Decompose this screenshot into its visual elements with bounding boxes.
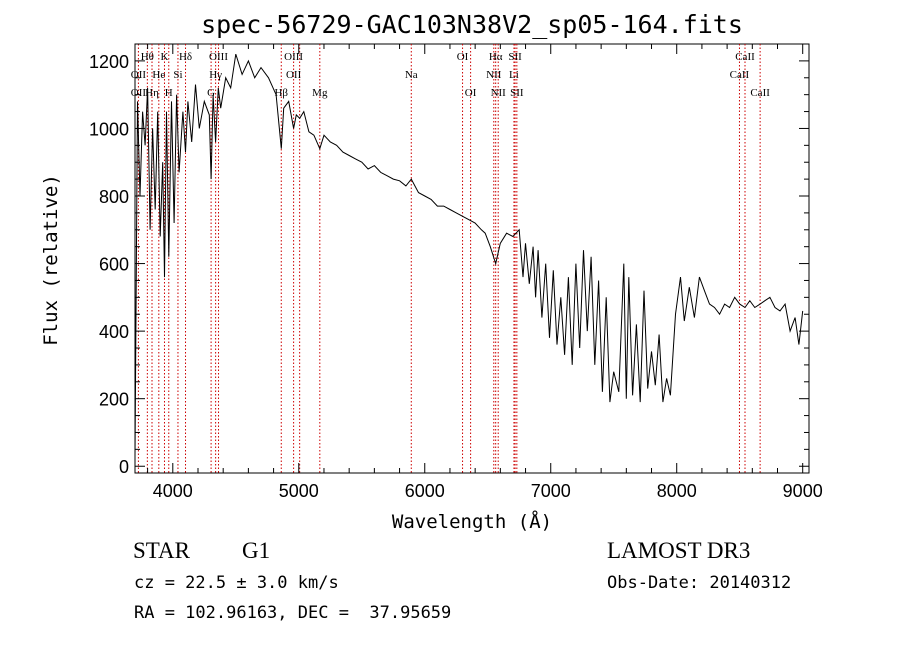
observation-date: Obs-Date: 20140312 [607,573,792,593]
chart-title: spec-56729-GAC103N38V2_sp05-164.fits [201,10,743,39]
marker-label: OI [465,87,477,99]
x-tick-label: 6000 [405,481,445,501]
x-axis-label: Wavelength (Å) [392,510,552,533]
redshift-velocity: cz = 22.5 ± 3.0 km/s [134,573,339,593]
y-axis-label: Flux (relative) [40,174,62,346]
marker-label: Mg [312,87,328,99]
object-subclass: G1 [242,538,271,563]
marker-label: Hα [489,51,503,63]
marker-label: Li [509,69,519,81]
x-tick-label: 7000 [531,481,571,501]
marker-label: OI [457,51,469,63]
y-tick-label: 400 [99,322,129,342]
plot-border [134,43,810,474]
coordinates: RA = 102.96163, DEC = 37.95659 [134,603,452,623]
x-tick-label: 5000 [279,481,319,501]
marker-label: Hδ [179,51,192,63]
spectrum-trace [134,53,804,457]
x-tick-label: 9000 [783,481,823,501]
marker-label: Hγ [209,69,222,81]
marker-label: CaII [750,87,770,99]
marker-label: Hβ [274,87,288,99]
y-tick-label: 0 [119,457,129,477]
spectral-line-markers [137,44,761,473]
marker-label: NII [491,87,507,99]
marker-label: Na [405,69,418,81]
marker-label: NII [486,69,502,81]
marker-label: He [152,69,165,81]
y-tick-label: 800 [99,187,129,207]
marker-label: OIII [284,51,303,63]
marker-label: G [207,87,215,99]
object-class: STAR [133,538,190,563]
marker-label: CaII [735,51,755,63]
marker-label: Si [173,69,182,81]
marker-label: SII [508,51,522,63]
x-tick-label: 4000 [153,481,193,501]
axis-ticks: 4000 5000 6000 7000 8000 9000 0 200 400 600 800 100… [89,43,823,501]
marker-label: OII [131,69,147,81]
spectral-line-labels: Hθ OII OII K Hδ OIII OIII OI Hα SII He Si Hγ OII Na NII… [131,51,770,99]
marker-label: Hθ [141,51,154,63]
y-tick-label: 200 [99,390,129,410]
marker-label: OII [286,69,302,81]
marker-label: Hη [145,87,159,99]
marker-label: OIII [209,51,228,63]
y-tick-label: 1000 [89,119,129,139]
survey-name: LAMOST DR3 [607,538,751,563]
marker-label: H [165,87,173,99]
marker-label: OII [131,87,147,99]
x-tick-label: 8000 [657,481,697,501]
spectrum-chart: spec-56729-GAC103N38V2_sp05-164.fits Hθ O… [40,10,823,533]
y-tick-label: 600 [99,255,129,275]
marker-label: CaII [730,69,750,81]
y-tick-label: 1200 [89,52,129,72]
spectrum-line [134,53,804,457]
plot-frame [134,43,810,474]
marker-label: SII [510,87,524,99]
marker-label: K [161,51,169,63]
